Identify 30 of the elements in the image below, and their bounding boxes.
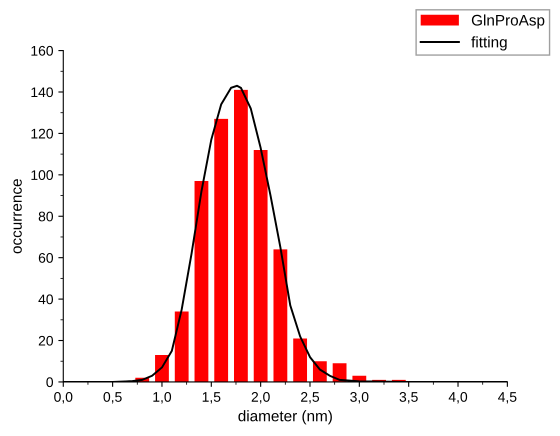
y-tick-label: 160: [31, 46, 54, 56]
y-tick-label: 100: [31, 170, 54, 180]
y-tick-label: 120: [31, 128, 54, 139]
x-tick-label: 0,0: [54, 392, 72, 404]
legend-label: GlnProAsp: [472, 14, 544, 29]
bar: [234, 90, 248, 382]
y-tick-label: 20: [38, 336, 54, 346]
bar: [273, 249, 288, 382]
x-tick-label: 3,0: [350, 392, 368, 404]
x-tick-label: 2,5: [301, 392, 320, 404]
x-tick-label: 1,0: [153, 392, 172, 404]
y-tick-label: 40: [38, 294, 54, 304]
y-tick-label: 0: [46, 377, 54, 388]
x-tick-label: 1,5: [202, 392, 220, 404]
x-tick-label: 4,5: [498, 392, 516, 404]
x-tick-label: 2,0: [252, 392, 270, 404]
bar: [254, 150, 268, 382]
legend-label: fitting: [471, 36, 507, 51]
bar: [194, 181, 208, 382]
bar: [293, 338, 308, 382]
x-tick-label: 4,0: [448, 392, 468, 404]
x-tick-label: 3,5: [400, 392, 418, 404]
y-tick-label: 80: [38, 212, 54, 222]
bar: [174, 312, 189, 382]
x-axis-title: diameter (nm): [238, 410, 332, 424]
y-tick-label: 140: [31, 87, 54, 98]
y-tick-label: 60: [38, 253, 54, 263]
y-axis-title: occurrence: [13, 179, 22, 254]
bar: [214, 118, 228, 382]
x-tick-label: 0,5: [104, 392, 122, 404]
